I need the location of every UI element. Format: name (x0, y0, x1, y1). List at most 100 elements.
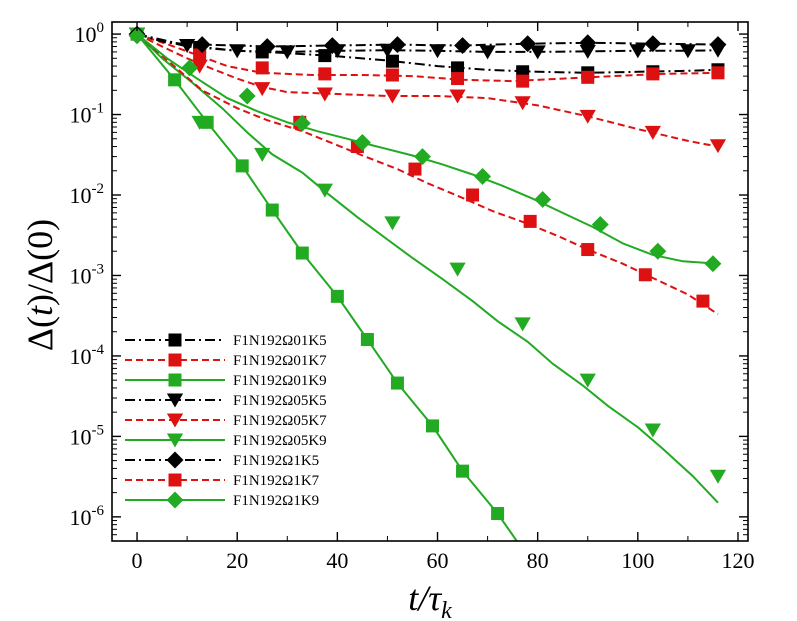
data-point (279, 45, 296, 60)
data-point (295, 246, 309, 260)
legend-entry: F1N192Ω1K7 (125, 473, 320, 489)
data-point (579, 34, 597, 52)
data-point (514, 317, 531, 332)
data-point (579, 373, 596, 388)
y-tick-label-base: 10 (70, 505, 92, 530)
y-tick-label-base: 10 (70, 103, 92, 128)
legend-marker (166, 433, 184, 448)
series-7 (128, 25, 727, 55)
data-point (426, 419, 440, 433)
x-tick-label: 120 (721, 548, 754, 573)
legend-marker (166, 393, 184, 408)
x-tick-label: 80 (527, 548, 549, 573)
series-line (136, 33, 719, 48)
x-tick-label: 100 (621, 548, 654, 573)
y-tick-label-base: 10 (70, 424, 92, 449)
series-4 (128, 27, 727, 60)
data-point (181, 59, 199, 77)
data-point (429, 44, 446, 59)
data-point (709, 469, 727, 484)
legend-label: F1N192Ω1K9 (233, 493, 319, 509)
data-point (316, 87, 333, 102)
data-point (638, 268, 652, 282)
y-tick-label: 10-5 (70, 422, 105, 449)
y-tick-label-exponent: -1 (92, 101, 105, 117)
legend-marker (166, 491, 184, 509)
data-point (529, 45, 546, 60)
y-tick-label-exponent: -6 (92, 503, 105, 519)
data-point (316, 183, 333, 198)
data-point (238, 87, 256, 105)
legend-label: F1N192Ω1K5 (233, 453, 319, 469)
y-tick-label-base: 10 (75, 22, 97, 47)
data-point (581, 243, 595, 257)
legend-label: F1N192Ω01K9 (233, 373, 327, 389)
series-6 (128, 27, 727, 504)
data-point (579, 44, 596, 59)
y-tick-label-exponent: -5 (92, 422, 105, 438)
y-tick-label-base: 10 (70, 344, 92, 369)
data-point (191, 115, 208, 130)
data-point (318, 67, 332, 81)
y-tick-label-exponent: -3 (92, 261, 105, 277)
data-point (414, 148, 431, 166)
data-point (229, 44, 246, 59)
legend-entry: F1N192Ω01K9 (125, 373, 327, 389)
y-tick-label: 100 (75, 20, 105, 47)
legend-entry: F1N192Ω05K9 (125, 433, 327, 449)
data-point (258, 38, 276, 55)
legend-marker (168, 373, 182, 387)
data-point (591, 216, 609, 233)
legend-marker (168, 353, 182, 367)
y-tick-label: 10-3 (70, 261, 105, 288)
data-point (191, 59, 208, 74)
data-point (466, 188, 480, 202)
y-tick-label-base: 10 (70, 263, 92, 288)
legend-entry: F1N192Ω05K7 (125, 413, 327, 429)
data-point (514, 96, 531, 111)
x-tick-label: 40 (326, 548, 348, 573)
data-point (644, 423, 661, 438)
legend-label: F1N192Ω1K7 (233, 473, 320, 489)
data-point (451, 61, 465, 75)
y-tick-label-exponent: 0 (97, 20, 105, 36)
data-point (235, 159, 249, 173)
data-point (388, 36, 406, 54)
legend-label: F1N192Ω01K7 (233, 353, 327, 369)
y-tick-label: 10-2 (70, 181, 105, 208)
data-point (644, 125, 661, 140)
data-point (408, 162, 422, 176)
data-point (649, 242, 667, 260)
data-point (449, 262, 466, 277)
data-point (704, 255, 722, 273)
x-axis-label: t/τk (408, 578, 452, 621)
legend: F1N192Ω01K5 F1N192Ω01K7 F1N192Ω01K9 F1N192Ω… (125, 333, 327, 509)
x-axis-label-subscript: k (441, 598, 452, 621)
x-tick-label: 20 (226, 548, 248, 573)
data-point (384, 89, 401, 104)
data-point (318, 49, 332, 63)
data-point (519, 35, 537, 53)
y-axis-label: Δ(t)/Δ(0) (20, 219, 60, 351)
data-point (254, 147, 271, 162)
data-point (491, 507, 505, 521)
legend-marker (168, 473, 182, 487)
data-point (323, 37, 341, 54)
x-axis-label-main: t/τ (408, 578, 442, 618)
plot-frame (111, 21, 749, 542)
data-point (709, 139, 727, 154)
data-point (523, 214, 537, 228)
data-point (128, 27, 146, 45)
series-line (136, 33, 719, 316)
legend-label: F1N192Ω05K7 (233, 413, 327, 429)
x-tick-label: 60 (427, 548, 449, 573)
data-point (679, 44, 697, 59)
y-tick-label-base: 10 (70, 183, 92, 208)
data-point (454, 37, 472, 54)
legend-marker (166, 413, 184, 428)
data-point (178, 39, 196, 54)
data-point (255, 61, 269, 75)
data-point (516, 74, 530, 88)
data-point (265, 203, 279, 217)
